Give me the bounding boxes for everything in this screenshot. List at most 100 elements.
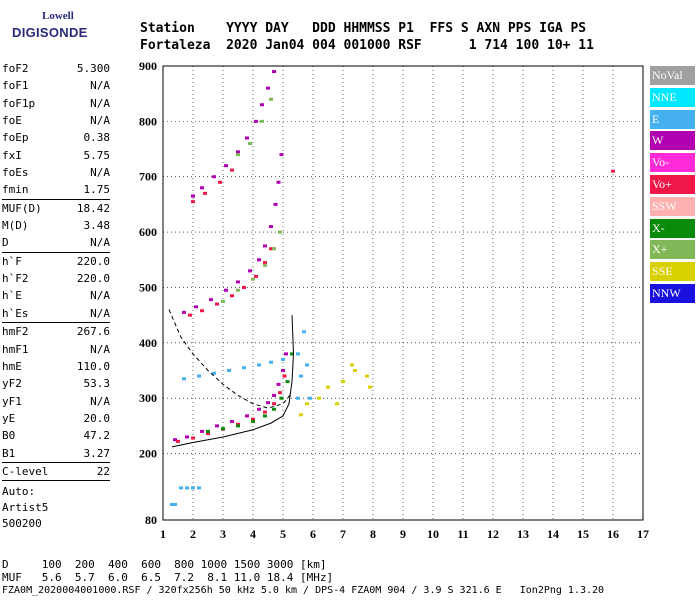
- legend-item: E: [650, 109, 695, 129]
- param-name: MUF(D): [2, 201, 42, 215]
- echo-point: [236, 288, 240, 292]
- echo-point: [182, 377, 186, 381]
- echo-point: [284, 352, 288, 356]
- x-tick-label: 4: [250, 527, 256, 541]
- file-footer: FZA0M_2020004001000.RSF / 320fx256h 50 k…: [2, 585, 605, 596]
- echo-point: [254, 274, 258, 278]
- echo-point: [215, 424, 219, 428]
- y-tick-label: 900: [139, 59, 157, 73]
- header-row2: Fortaleza 2020 Jan04 004 001000 RSF 1 71…: [140, 38, 594, 53]
- x-tick-label: 7: [340, 527, 346, 541]
- param-value: N/A: [90, 342, 110, 356]
- y-tick-label: 600: [139, 225, 157, 239]
- echo-point: [269, 360, 273, 364]
- echo-point: [257, 363, 261, 367]
- param-value: 53.3: [83, 377, 111, 391]
- param-name: foF1: [2, 79, 29, 93]
- param-value: 0.38: [83, 131, 111, 145]
- echo-point: [212, 371, 216, 375]
- echo-point: [251, 277, 255, 281]
- echo-point: [215, 302, 219, 306]
- x-tick-label: 9: [400, 527, 406, 541]
- legend-item: SSW: [650, 196, 695, 216]
- param-separator: [2, 198, 110, 200]
- param-row: foF1p N/A: [2, 95, 110, 112]
- chart-grid: [162, 65, 644, 521]
- echo-point: [254, 119, 258, 123]
- echo-point: [197, 374, 201, 378]
- echo-point: [308, 396, 312, 400]
- param-row: h`E N/A: [2, 287, 110, 304]
- echo-point: [227, 369, 231, 373]
- echo-point: [206, 432, 210, 436]
- echo-point: [236, 422, 240, 426]
- param-name: foF2: [2, 62, 29, 75]
- echo-point: [182, 310, 186, 314]
- param-row: fmin 1.75: [2, 181, 110, 198]
- echo-point: [299, 413, 303, 417]
- param-separator: [2, 461, 110, 463]
- param-name: C-level: [2, 464, 49, 478]
- chart-marks: [170, 70, 615, 506]
- param-row: yF2 53.3: [2, 375, 110, 392]
- parameter-table: foF2 5.300 foF1 N/A foF1p N/A foE N/A foEp 0.38 fx…: [2, 60, 111, 482]
- param-value: N/A: [90, 114, 110, 128]
- echo-point: [251, 417, 255, 421]
- echo-point: [263, 414, 267, 418]
- logo: Lowell DIGISONDE: [4, 8, 87, 48]
- param-row: hmE 110.0: [2, 358, 110, 375]
- param-row: foEp 0.38: [2, 129, 110, 146]
- legend-item: X+: [650, 240, 695, 260]
- x-tick-labels: 1 2 3 4 5 6 7 8 9 10 11 12 13 14 15 16 17: [160, 527, 649, 541]
- echo-point: [269, 97, 273, 101]
- x-tick-label: 2: [190, 527, 196, 541]
- param-row: MUF(D) 18.42: [2, 200, 110, 217]
- echo-point: [197, 486, 201, 490]
- muf-distance-row: D 100 200 400 600 800 1000 1500 3000 [km…: [2, 558, 327, 571]
- chart-lines: [168, 309, 295, 448]
- y-tick-label: 200: [139, 447, 157, 461]
- param-row: foF1 N/A: [2, 77, 110, 94]
- param-row: foE N/A: [2, 112, 110, 129]
- param-row: yE 20.0: [2, 410, 110, 427]
- legend-item: SSE: [650, 262, 695, 282]
- echo-point: [263, 410, 267, 414]
- param-name: hmE: [2, 359, 22, 373]
- echo-point: [296, 352, 300, 356]
- x-tick-label: 10: [427, 527, 439, 541]
- param-value: N/A: [90, 96, 110, 110]
- x-tick-label: 13: [517, 527, 529, 541]
- echo-point: [305, 402, 309, 406]
- logo-line1: Lowell: [42, 10, 74, 22]
- echo-point: [230, 294, 234, 298]
- echo-point: [191, 194, 195, 198]
- auto-line1: Auto:: [2, 485, 36, 498]
- param-value: 20.0: [83, 411, 111, 425]
- x-tick-label: 16: [607, 527, 619, 541]
- echo-point: [285, 380, 290, 384]
- param-row: h`F2 220.0: [2, 270, 110, 287]
- param-row: foEs N/A: [2, 164, 110, 181]
- echo-point: [218, 180, 222, 184]
- param-value: N/A: [90, 306, 110, 320]
- param-row: hmF2 267.6: [2, 323, 110, 340]
- echo-point: [281, 369, 285, 373]
- echo-point: [263, 261, 267, 265]
- true-height-line: [171, 315, 295, 448]
- param-name: h`F: [2, 254, 22, 268]
- echo-point: [276, 180, 281, 184]
- legend-item: Vo+: [650, 174, 695, 194]
- echo-point: [272, 70, 276, 74]
- echo-point: [341, 380, 345, 384]
- echo-point: [230, 419, 234, 423]
- y-tick-label: 700: [139, 170, 157, 184]
- param-name: foF1p: [2, 96, 36, 110]
- echo-point: [299, 374, 303, 378]
- echo-point: [335, 402, 339, 406]
- echo-point: [200, 186, 204, 190]
- echo-point: [266, 86, 270, 90]
- param-value: 47.2: [83, 429, 111, 443]
- y-tick-label: 300: [139, 391, 157, 405]
- echo-point: [282, 374, 287, 378]
- header-row1: Station YYYY DAY DDD HHMMSS P1 FFS S AXN…: [140, 21, 587, 36]
